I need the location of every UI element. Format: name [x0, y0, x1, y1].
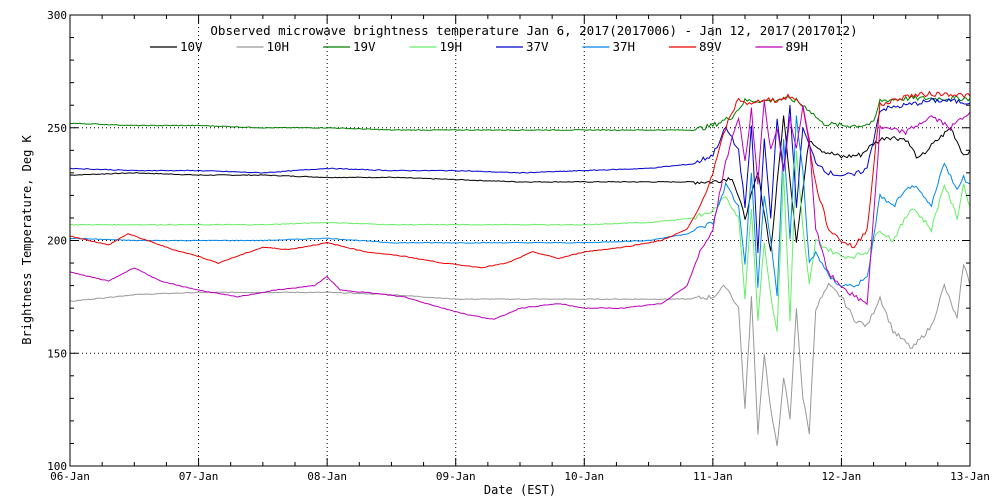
x-axis-title: Date (EST) [484, 483, 556, 497]
x-tick-label: 09-Jan [436, 470, 476, 483]
series-line-89h [69, 100, 971, 320]
series-line-37h [70, 115, 971, 297]
x-tick-label: 11-Jan [693, 470, 733, 483]
y-tick-label: 300 [47, 9, 67, 22]
x-tick-label: 12-Jan [822, 470, 862, 483]
chart-title: Observed microwave brightness temperatur… [210, 23, 857, 38]
series-lines [69, 90, 971, 447]
y-axis-title: Brightness Temperature, Deg K [20, 134, 34, 344]
series-line-19v [69, 95, 971, 131]
legend-label-37h: 37H [613, 39, 636, 54]
series-line-89v [69, 90, 971, 269]
y-tick-label: 250 [47, 122, 67, 135]
y-tick-label: 150 [47, 347, 67, 360]
x-tick-label: 06-Jan [50, 470, 90, 483]
legend-label-10h: 10H [267, 39, 290, 54]
series-line-37v [69, 97, 971, 254]
series-line-10h [69, 263, 971, 447]
axis-ticks [69, 14, 971, 467]
x-tick-label: 10-Jan [564, 470, 604, 483]
legend-label-19h: 19H [440, 39, 463, 54]
legend-label-10v: 10V [180, 39, 203, 54]
legend-label-19v: 19V [353, 39, 376, 54]
legend: 10V 10H 19V 19H 37V 37H 89V 89H [150, 39, 808, 54]
y-tick-label: 100 [47, 460, 67, 473]
x-tick-label: 07-Jan [179, 470, 219, 483]
legend-label-89v: 89V [699, 39, 722, 54]
x-tick-label: 08-Jan [307, 470, 347, 483]
legend-label-37v: 37V [526, 39, 549, 54]
series-line-19h [69, 150, 971, 332]
series-line-10v [69, 115, 971, 252]
x-tick-label: 13-Jan [950, 470, 990, 483]
axis-tick-labels: 06-Jan 07-Jan 08-Jan 09-Jan 10-Jan 11-Jan 12-J… [47, 9, 990, 483]
legend-label-89h: 89H [786, 39, 809, 54]
y-tick-label: 200 [47, 235, 67, 248]
